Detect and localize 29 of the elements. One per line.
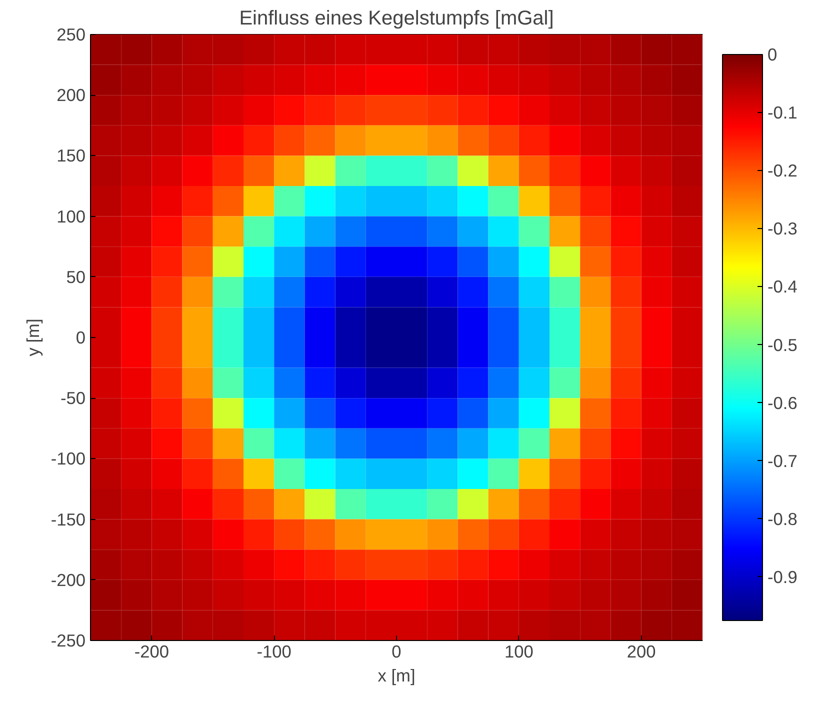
y-tick-label: -150 [50, 509, 86, 530]
color-bar-label: 0 [768, 44, 778, 64]
y-tick-label: -200 [50, 570, 86, 590]
color-bar-label: -0.1 [768, 102, 798, 123]
y-tick-label: 0 [76, 328, 86, 348]
y-tick-label: 200 [56, 85, 86, 106]
color-bar-label: -0.7 [768, 450, 798, 471]
x-tick-label: -100 [256, 642, 292, 662]
color-bar-label: -0.8 [768, 508, 798, 529]
x-tick-label: 200 [626, 642, 656, 662]
color-bar-label: -0.9 [768, 566, 798, 587]
color-bar-label: -0.5 [768, 334, 798, 355]
color-bar-label: -0.3 [768, 218, 798, 239]
y-tick-label: 100 [56, 206, 86, 226]
color-bar-label: -0.2 [768, 160, 798, 181]
y-tick-label: 50 [66, 266, 86, 287]
y-tick-label: 150 [56, 146, 86, 166]
x-tick-label: 0 [392, 642, 402, 662]
x-tick-label: -200 [134, 642, 170, 662]
y-tick-label: -100 [50, 448, 86, 469]
y-tick-label: -50 [60, 388, 86, 408]
y-tick-label: 250 [56, 24, 86, 44]
color-bar-label: -0.6 [768, 392, 798, 413]
y-tick-label: -250 [50, 630, 86, 650]
chart-title: Einfluss eines Kegelstumpfs [mGal] [239, 8, 554, 30]
color-bar-label: -0.4 [768, 276, 798, 297]
y-axis-title: y [m] [22, 318, 43, 356]
x-tick-label: 100 [504, 642, 534, 662]
x-axis-title: x [m] [378, 666, 416, 686]
